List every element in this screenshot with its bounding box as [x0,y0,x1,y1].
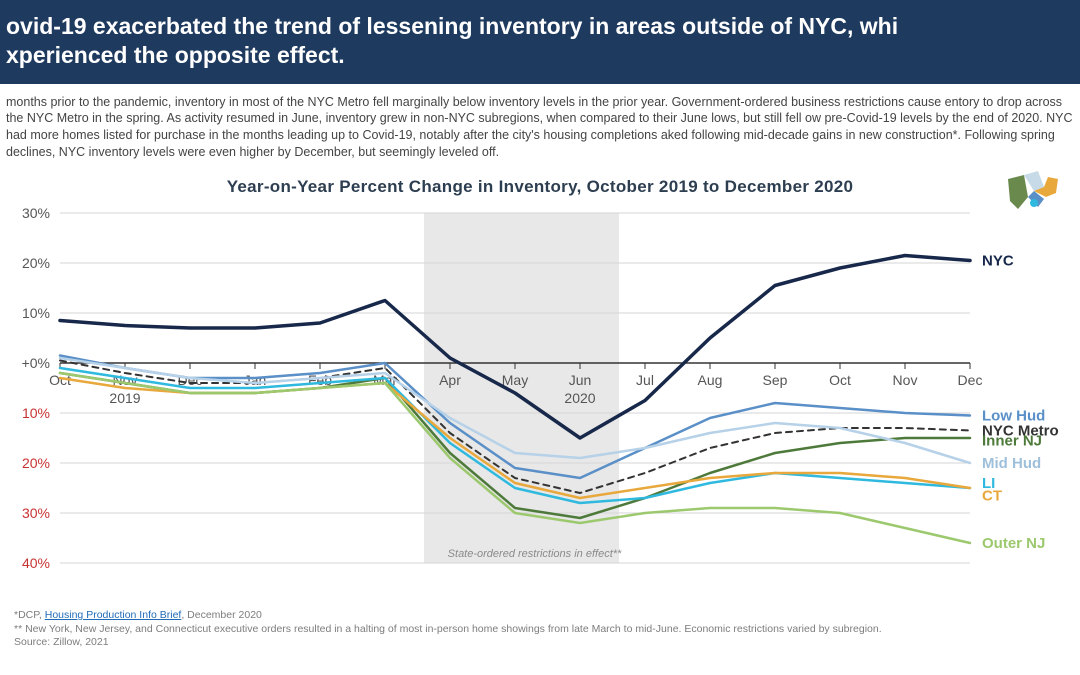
footnote-link[interactable]: Housing Production Info Brief [45,609,182,621]
svg-text:Jul: Jul [636,372,654,388]
svg-text:10%: 10% [22,405,50,421]
svg-text:2020: 2020 [564,390,595,406]
svg-text:State-ordered restrictions in: State-ordered restrictions in effect** [448,548,622,560]
svg-text:20%: 20% [22,255,50,271]
body-paragraph: months prior to the pandemic, inventory … [0,84,1080,166]
page-title: ovid-19 exacerbated the trend of lesseni… [0,12,1080,70]
svg-text:Inner NJ: Inner NJ [982,433,1042,450]
page-header: ovid-19 exacerbated the trend of lesseni… [0,0,1080,84]
svg-text:10%: 10% [22,305,50,321]
footnotes: *DCP, Housing Production Info Brief, Dec… [0,603,1080,650]
svg-text:Sep: Sep [763,372,788,388]
svg-text:Dec: Dec [958,372,983,388]
svg-text:CT: CT [982,488,1002,505]
svg-text:2019: 2019 [109,390,140,406]
svg-text:Jan: Jan [244,372,267,388]
svg-text:20%: 20% [22,455,50,471]
svg-text:Mid Hud: Mid Hud [982,455,1041,472]
svg-text:Nov: Nov [893,372,918,388]
line-chart: 30%20%10%+0%10%20%30%40%OctNovDecJanFebM… [10,203,1070,603]
svg-text:30%: 30% [22,205,50,221]
svg-text:+0%: +0% [22,355,50,371]
svg-text:30%: 30% [22,505,50,521]
svg-text:May: May [502,372,528,388]
svg-text:Oct: Oct [829,372,851,388]
svg-text:40%: 40% [22,555,50,571]
chart-container: Year-on-Year Percent Change in Inventory… [0,165,1080,603]
svg-text:Apr: Apr [439,372,461,388]
svg-text:NYC: NYC [982,253,1014,270]
chart-title: Year-on-Year Percent Change in Inventory… [10,177,1070,197]
svg-text:Outer NJ: Outer NJ [982,535,1045,552]
svg-text:Jun: Jun [569,372,592,388]
svg-text:Aug: Aug [698,372,723,388]
